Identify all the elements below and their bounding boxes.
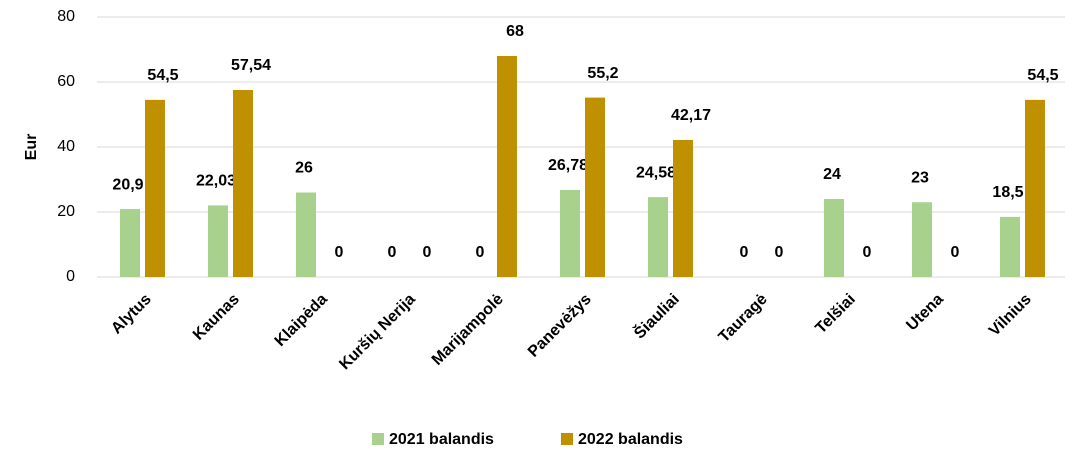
data-label: 42,17: [671, 107, 711, 124]
data-label: 54,5: [1027, 67, 1058, 84]
legend-swatch: [561, 433, 573, 445]
x-tick-label: Klaipėda: [272, 291, 331, 350]
y-tick-label: 80: [57, 8, 75, 25]
data-label: 0: [476, 244, 485, 261]
y-tick-label: 60: [57, 73, 75, 90]
x-tick-label: Marijampolė: [429, 291, 507, 369]
x-tick-label: Panevėžys: [525, 291, 595, 361]
bar: [233, 89, 253, 278]
bar: [208, 205, 228, 277]
y-tick-label: 0: [66, 268, 75, 285]
y-axis-title: Eur: [23, 134, 40, 161]
data-label: 57,54: [231, 57, 271, 74]
bar: [912, 202, 932, 277]
y-tick-label: 20: [57, 203, 75, 220]
bar: [120, 209, 140, 277]
data-label: 68: [506, 23, 524, 40]
data-label: 24,58: [636, 164, 676, 181]
data-label: 0: [335, 244, 344, 261]
data-label: 24: [823, 166, 841, 183]
data-label: 55,2: [587, 65, 618, 82]
bar: [497, 56, 517, 277]
data-label: 18,5: [992, 184, 1023, 201]
data-label: 26: [295, 160, 313, 177]
data-label: 26,78: [548, 157, 588, 174]
bar: [560, 189, 580, 277]
x-tick-label: Kuršių Nerija: [336, 291, 419, 374]
x-tick-label: Šiauliai: [630, 289, 683, 342]
legend-label: 2021 balandis: [389, 431, 494, 448]
legend-label: 2022 balandis: [578, 431, 683, 448]
data-label: 0: [740, 244, 749, 261]
legend-swatch: [372, 433, 384, 445]
data-label: 23: [911, 169, 929, 186]
data-label: 0: [863, 244, 872, 261]
data-label: 0: [775, 244, 784, 261]
x-tick-label: Vilnius: [986, 291, 1035, 340]
bar: [1025, 99, 1045, 277]
x-tick-label: Alytus: [108, 291, 155, 338]
x-tick-label: Kaunas: [190, 291, 243, 344]
x-tick-label: Telšiai: [812, 291, 858, 337]
x-tick-label: Utena: [903, 291, 947, 335]
bar: [145, 99, 165, 277]
x-tick-label: Tauragė: [716, 291, 771, 346]
data-label: 0: [388, 244, 397, 261]
bar: [1000, 216, 1020, 277]
y-tick-label: 40: [57, 138, 75, 155]
bar: [296, 192, 316, 277]
data-label: 20,9: [112, 176, 143, 193]
data-label: 22,03: [196, 173, 236, 190]
bar: [648, 197, 668, 277]
bar: [824, 199, 844, 277]
bar: [585, 97, 605, 277]
data-label: 54,5: [147, 67, 178, 84]
data-label: 0: [951, 244, 960, 261]
data-label: 0: [423, 244, 432, 261]
bar: [673, 139, 693, 277]
